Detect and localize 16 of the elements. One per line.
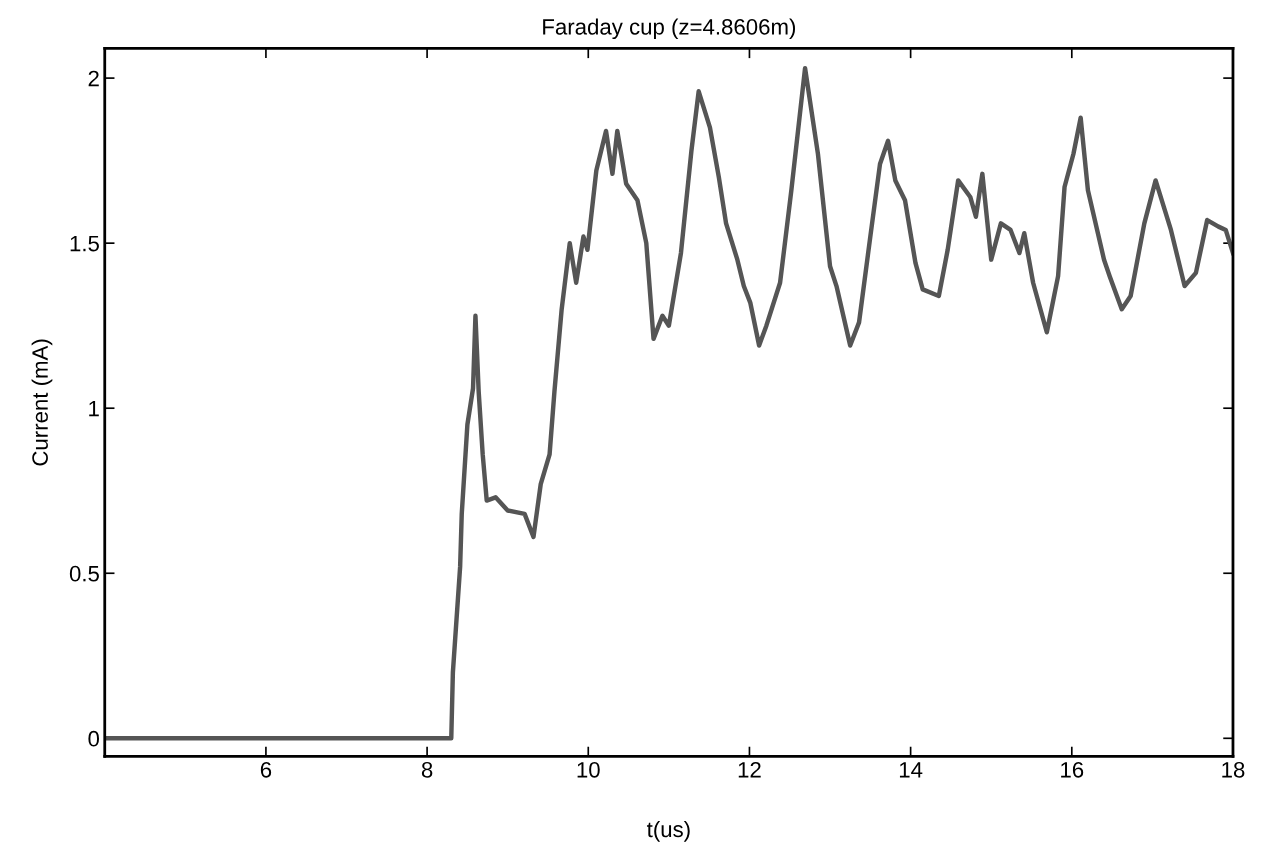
x-tick-label: 10 — [577, 761, 600, 778]
y-tick-label: 0.5 — [69, 565, 99, 582]
x-tick-label: 18 — [1222, 761, 1245, 778]
y-axis-title: Current (mA) — [31, 339, 53, 466]
x-tick-label: 16 — [1061, 761, 1084, 778]
x-tick-label: 8 — [421, 761, 433, 778]
y-tick-label: 0 — [88, 730, 100, 747]
x-axis-title: t(us) — [646, 820, 690, 842]
y-tick-label: 2 — [88, 70, 99, 87]
y-tick-label: 1 — [89, 400, 99, 417]
y-tick-label: 1.5 — [70, 235, 99, 252]
x-tick-label: 6 — [260, 761, 272, 778]
line-series — [104, 65, 1233, 741]
chart-title: Faraday cup (z=4.8606m) — [543, 18, 796, 40]
x-tick-label: 12 — [738, 761, 761, 778]
x-tick-label: 14 — [899, 762, 923, 778]
